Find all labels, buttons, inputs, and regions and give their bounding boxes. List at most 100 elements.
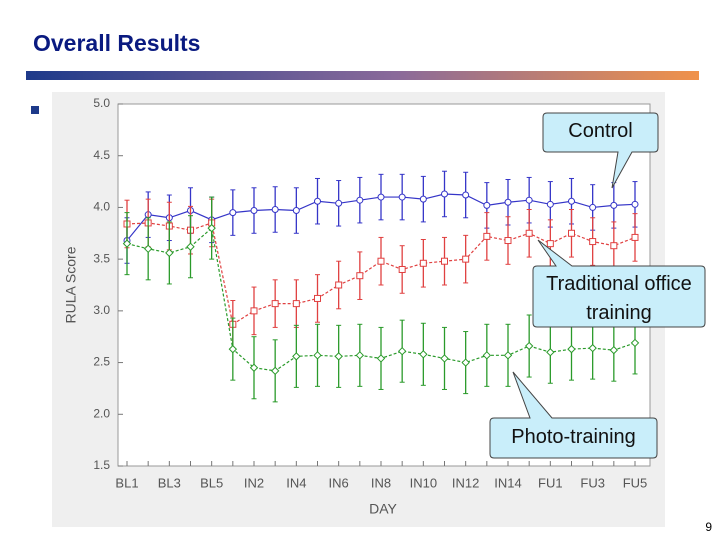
y-tick-label: 2.0 [93,406,110,420]
x-tick-label: FU3 [580,475,605,490]
point [440,354,449,363]
x-tick-label: IN14 [494,475,521,490]
point [419,259,427,267]
point [610,201,618,209]
x-axis-label: DAY [369,501,397,517]
point [335,281,343,289]
callout-label: Control [568,120,633,142]
y-tick-label: 3.0 [93,303,110,317]
x-tick-label: BL5 [200,475,223,490]
point [589,203,597,211]
point [250,207,258,215]
point [631,200,639,208]
point [503,351,513,360]
point [207,223,216,233]
x-tick-label: FU5 [623,475,648,490]
point [524,341,534,351]
point [631,233,639,241]
point [355,351,365,360]
point [228,344,238,354]
y-tick-label: 3.5 [93,251,110,265]
point [483,232,491,240]
callout-label: Traditional office training [546,273,692,324]
point [419,195,427,203]
point [609,345,619,355]
y-tick-label: 5.0 [93,96,110,110]
point [398,193,406,201]
y-tick-label: 4.0 [93,200,110,214]
y-axis-label: RULA Score [63,246,79,323]
point [186,242,195,251]
x-tick-label: BL1 [115,475,138,490]
point [335,199,343,207]
x-tick-label: BL3 [158,475,181,490]
bullet [31,106,39,114]
point [271,300,279,308]
point [292,300,300,308]
point [313,351,322,360]
callout-label: Photo-training [511,426,636,448]
point [270,366,280,376]
point [398,265,406,273]
point [462,255,470,263]
point [568,229,575,237]
point [376,354,386,363]
y-tick-label: 1.5 [93,458,110,472]
point [441,257,448,265]
point [292,352,301,361]
point [568,197,575,205]
point [271,205,279,213]
x-tick-label: IN12 [452,475,479,490]
point [546,240,554,248]
point [630,338,640,348]
point [483,201,491,209]
x-tick-label: FU1 [538,475,563,490]
point [546,348,555,357]
point [589,238,597,246]
point [504,198,512,206]
callout-box [542,112,659,189]
point [610,242,618,250]
point [377,257,385,265]
point [461,358,470,367]
point [356,196,364,204]
page-number: 9 [705,520,712,534]
point [525,229,533,237]
point [482,351,492,360]
point [504,237,512,245]
point [334,352,343,361]
point [567,344,576,354]
y-tick-label: 4.5 [93,148,110,162]
point [525,196,533,204]
title-rule [26,71,699,80]
point [397,346,407,356]
point [229,209,237,217]
y-tick-label: 2.5 [93,355,110,369]
point [588,343,597,353]
callout-box [489,371,658,459]
point [314,294,321,302]
slide-title: Overall Results [33,30,201,56]
callout-box [532,239,706,328]
point [292,207,300,215]
x-tick-label: IN2 [244,475,264,490]
x-tick-label: IN8 [371,475,391,490]
x-tick-label: IN10 [410,475,437,490]
point [165,248,174,258]
point [356,272,364,280]
point [462,191,470,199]
point [249,363,259,372]
point [122,239,132,248]
point [441,190,448,198]
point [377,193,385,201]
point [419,350,428,359]
point [314,197,321,205]
x-tick-label: IN4 [286,475,306,490]
x-tick-label: IN6 [329,475,349,490]
point [143,244,153,254]
point [250,307,258,315]
point [546,200,554,208]
callouts [489,112,706,459]
